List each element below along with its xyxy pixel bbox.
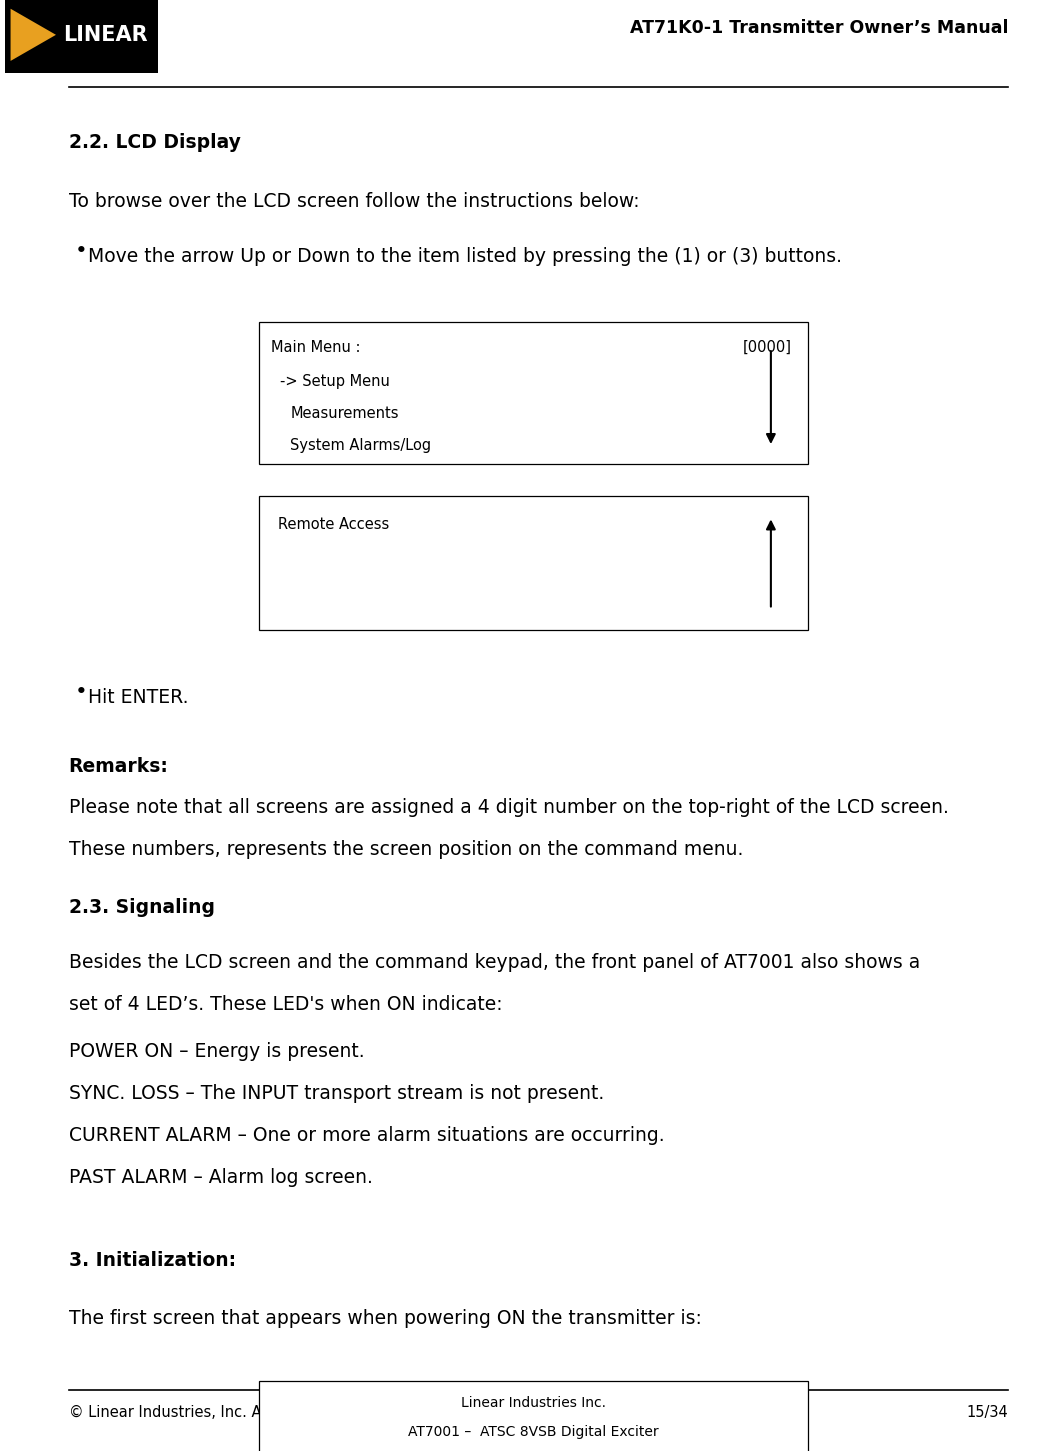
Text: •: • [75, 241, 88, 261]
Text: Move the arrow Up or Down to the item listed by pressing the (1) or (3) buttons.: Move the arrow Up or Down to the item li… [88, 247, 842, 266]
Text: -> Setup Menu: -> Setup Menu [280, 374, 390, 389]
Text: System Alarms/Log: System Alarms/Log [290, 438, 432, 453]
Bar [259, 496, 808, 630]
Text: Linear Industries Inc.: Linear Industries Inc. [460, 1396, 606, 1410]
Text: Measurements: Measurements [290, 406, 399, 421]
Text: Hit ENTER.: Hit ENTER. [88, 688, 188, 707]
Text: [0000]: [0000] [743, 340, 792, 354]
Text: CURRENT ALARM – One or more alarm situations are occurring.: CURRENT ALARM – One or more alarm situat… [69, 1126, 664, 1145]
Text: •: • [75, 682, 88, 702]
Text: 3. Initialization:: 3. Initialization: [69, 1251, 235, 1270]
Text: Main Menu :: Main Menu : [271, 340, 361, 354]
Text: PAST ALARM – Alarm log screen.: PAST ALARM – Alarm log screen. [69, 1168, 373, 1187]
Text: POWER ON – Energy is present.: POWER ON – Energy is present. [69, 1042, 364, 1061]
Bar [259, 1381, 808, 1451]
Text: To browse over the LCD screen follow the instructions below:: To browse over the LCD screen follow the… [69, 192, 639, 210]
Bar [259, 322, 808, 464]
Text: The first screen that appears when powering ON the transmitter is:: The first screen that appears when power… [69, 1309, 701, 1328]
Text: 15/34: 15/34 [966, 1405, 1008, 1419]
Text: 2.3. Signaling: 2.3. Signaling [69, 898, 214, 917]
Text: Please note that all screens are assigned a 4 digit number on the top-right of t: Please note that all screens are assigne… [69, 798, 948, 817]
Text: These numbers, represents the screen position on the command menu.: These numbers, represents the screen pos… [69, 840, 743, 859]
Text: set of 4 LED’s. These LED's when ON indicate:: set of 4 LED’s. These LED's when ON indi… [69, 995, 503, 1014]
Text: © Linear Industries, Inc. All Rights Reserved: © Linear Industries, Inc. All Rights Res… [69, 1405, 393, 1419]
Bar [5, 0, 158, 73]
Text: Remote Access: Remote Access [278, 517, 389, 531]
Text: 2.2. LCD Display: 2.2. LCD Display [69, 133, 241, 152]
Text: SYNC. LOSS – The INPUT transport stream is not present.: SYNC. LOSS – The INPUT transport stream … [69, 1084, 604, 1103]
Text: AT71K0-1 Transmitter Owner’s Manual: AT71K0-1 Transmitter Owner’s Manual [630, 19, 1008, 36]
Text: Remarks:: Remarks: [69, 757, 169, 776]
Polygon shape [11, 9, 56, 61]
Text: LINEAR: LINEAR [63, 25, 148, 45]
Text: Besides the LCD screen and the command keypad, the front panel of AT7001 also sh: Besides the LCD screen and the command k… [69, 953, 920, 972]
Text: AT7001 –  ATSC 8VSB Digital Exciter: AT7001 – ATSC 8VSB Digital Exciter [408, 1425, 659, 1439]
